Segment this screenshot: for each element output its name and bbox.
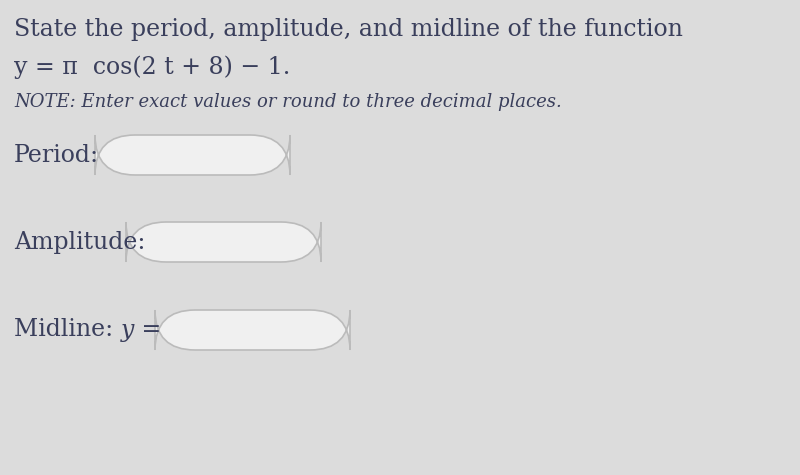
Text: NOTE: Enter exact values or round to three decimal places.: NOTE: Enter exact values or round to thr… <box>14 93 562 111</box>
FancyBboxPatch shape <box>155 310 350 350</box>
Text: =: = <box>134 319 162 342</box>
Text: State the period, amplitude, and midline of the function: State the period, amplitude, and midline… <box>14 18 683 41</box>
Text: Midline:: Midline: <box>14 319 121 342</box>
FancyBboxPatch shape <box>95 135 290 175</box>
Text: Period:: Period: <box>14 143 99 167</box>
FancyBboxPatch shape <box>126 222 321 262</box>
Text: Amplitude:: Amplitude: <box>14 230 146 254</box>
Text: y: y <box>121 319 134 342</box>
Text: y = π  cos(2 t + 8) − 1.: y = π cos(2 t + 8) − 1. <box>14 55 290 78</box>
